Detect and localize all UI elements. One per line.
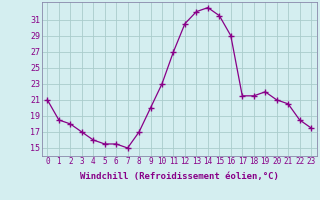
X-axis label: Windchill (Refroidissement éolien,°C): Windchill (Refroidissement éolien,°C) — [80, 172, 279, 181]
